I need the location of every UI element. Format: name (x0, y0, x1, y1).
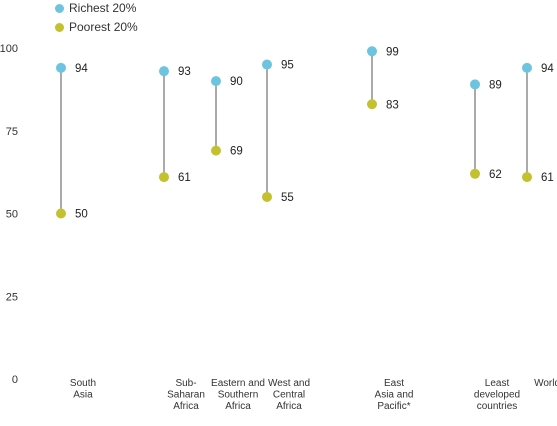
legend-swatch-richest (55, 3, 64, 13)
poorest-point (522, 172, 532, 183)
category-label: World* (534, 378, 557, 389)
poorest-value-label: 61 (541, 172, 554, 184)
category-label-line: Asia (73, 390, 93, 401)
richest-point (159, 66, 169, 77)
category-label: Least developed countries (474, 378, 520, 412)
richest-value-label: 89 (489, 79, 502, 91)
category-label-line: Africa (225, 401, 251, 412)
poorest-point (56, 208, 66, 219)
category-label-line: Southern (218, 390, 259, 401)
category-label-line: West and (268, 378, 310, 389)
legend-label-poorest: Poorest 20% (69, 20, 138, 34)
legend-swatch-poorest (55, 22, 64, 32)
category-label: South Asia (70, 378, 96, 401)
category-label-line: Saharan (167, 390, 205, 401)
richest-value-label: 99 (386, 46, 399, 58)
richest-point (470, 79, 480, 90)
richest-value-label: 93 (178, 66, 191, 78)
poorest-value-label: 61 (178, 172, 191, 184)
richest-point (367, 46, 377, 57)
category-label: West and Central Africa (268, 378, 310, 412)
legend-item-richest: Richest 20% (55, 1, 136, 15)
poorest-point (211, 145, 221, 156)
richest-point (522, 62, 532, 73)
poorest-value-label: 55 (281, 192, 294, 204)
richest-value-label: 94 (75, 63, 88, 75)
y-tick-label: 0 (12, 374, 18, 386)
y-tick-label: 75 (6, 126, 18, 138)
richest-value-label: 94 (541, 63, 554, 75)
category-label-line: Eastern and (211, 378, 265, 389)
y-tick-label: 25 (6, 291, 18, 303)
category-label-line: Sub- (175, 378, 196, 389)
richest-point (211, 76, 221, 87)
category-label-line: Pacific* (377, 401, 410, 412)
category-label-line: developed (474, 390, 520, 401)
poorest-point (159, 172, 169, 183)
y-tick-label: 50 (6, 209, 18, 221)
category-label-line: Asia and (375, 390, 414, 401)
y-tick-label: 100 (0, 43, 18, 55)
category-label-line: countries (477, 401, 518, 412)
category-label-line: Africa (173, 401, 199, 412)
category-label-line: East (384, 378, 404, 389)
category-label-line: Least (485, 378, 510, 389)
poorest-point (470, 168, 480, 179)
richest-value-label: 95 (281, 60, 294, 72)
legend-item-poorest: Poorest 20% (55, 20, 138, 34)
category-label-line: Central (273, 390, 305, 401)
legend-label-richest: Richest 20% (69, 1, 137, 15)
richest-value-label: 90 (230, 76, 243, 88)
category-label: Sub-Saharan Africa (167, 378, 205, 412)
poorest-value-label: 83 (386, 99, 399, 111)
poorest-value-label: 50 (75, 209, 88, 221)
poorest-value-label: 62 (489, 169, 502, 181)
poorest-point (262, 191, 272, 202)
richest-point (262, 59, 272, 70)
category-label-line: World* (534, 378, 557, 389)
poorest-point (367, 99, 377, 110)
category-label: East Asia and Pacific* (375, 378, 414, 412)
richest-point (56, 62, 66, 73)
poorest-value-label: 69 (230, 146, 243, 158)
category-label-line: Africa (276, 401, 302, 412)
category-label: Eastern and Southern Africa (211, 378, 265, 412)
category-label-line: South (70, 378, 96, 389)
